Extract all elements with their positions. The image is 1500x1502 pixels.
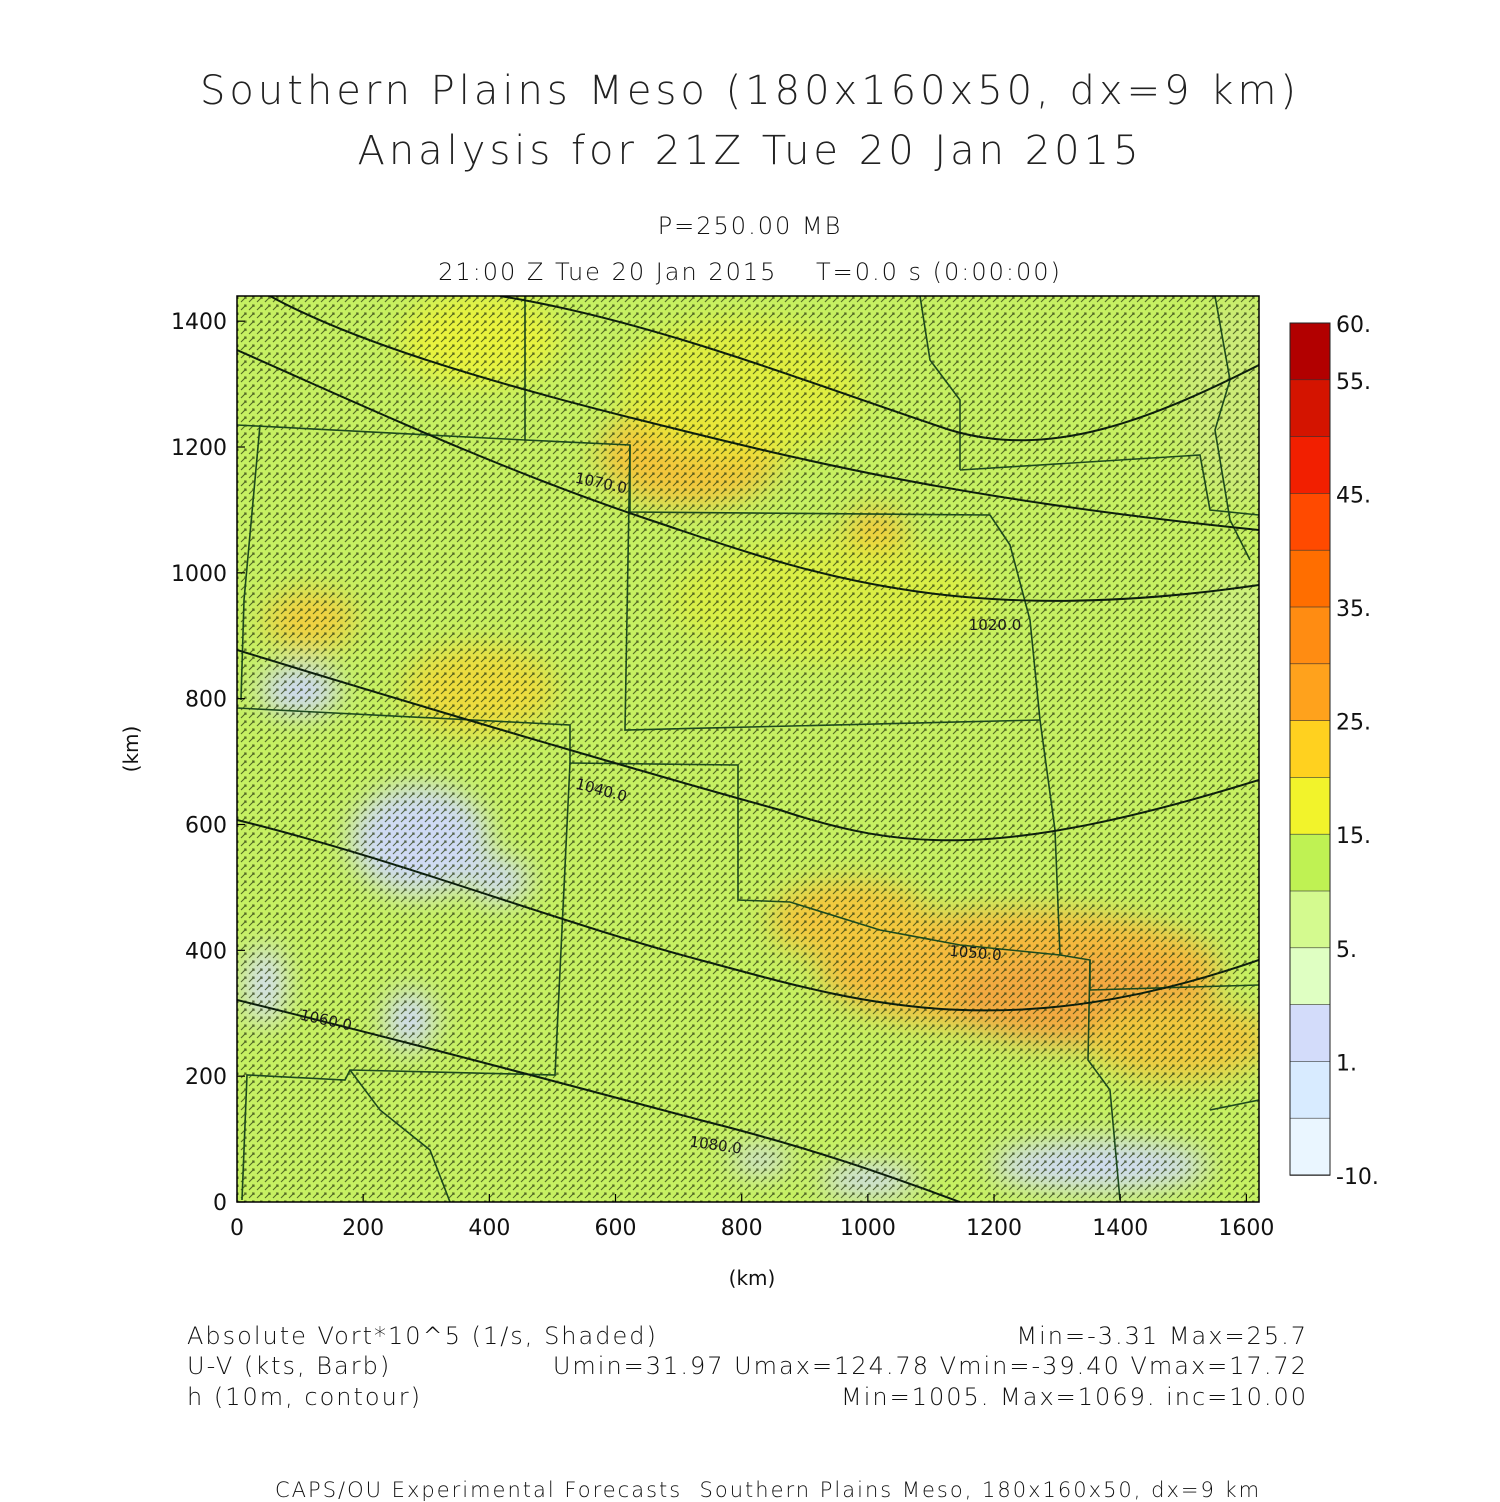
- colorbar-swatch: [1289, 947, 1331, 1006]
- colorbar-swatch: [1289, 1004, 1331, 1063]
- colorbar-swatch: [1289, 1117, 1331, 1176]
- colorbar-swatch: [1289, 890, 1331, 949]
- colorbar-label: 1.: [1336, 1051, 1357, 1076]
- x-tick-label: 1000: [840, 1216, 896, 1241]
- field-2-stats: Umin=31.97 Umax=124.78 Vmin=-39.40 Vmax=…: [552, 1352, 1308, 1380]
- colorbar-swatch: [1289, 322, 1331, 381]
- field-2-name: U-V (kts, Barb): [187, 1352, 392, 1380]
- colorbar-swatch: [1289, 833, 1331, 892]
- y-tick-label: 1400: [171, 310, 227, 335]
- colorbar-swatch: [1289, 1061, 1331, 1120]
- colorbar-label: 60.: [1336, 313, 1371, 338]
- height-contours: [237, 296, 1259, 1202]
- footer-credit: CAPS/OU Experimental Forecasts Southern …: [275, 1478, 1262, 1502]
- colorbar-swatch: [1289, 493, 1331, 551]
- x-tick-label: 800: [721, 1216, 763, 1241]
- x-tick-label: 1400: [1092, 1216, 1148, 1241]
- pressure-level: P=250.00 MB: [657, 212, 843, 240]
- y-axis-label: (km): [119, 726, 143, 773]
- title-line-1: Southern Plains Meso (180x160x50, dx=9 k…: [199, 68, 1301, 114]
- contour-label: 1020.0: [969, 616, 1022, 634]
- colorbar-label: -10.: [1336, 1165, 1379, 1190]
- y-tick-label: 0: [213, 1191, 227, 1216]
- colorbar-label: 55.: [1336, 370, 1371, 395]
- x-axis: 0 200 400 600 800 1000 1200 1400 1600: [230, 1194, 1274, 1241]
- x-tick-label: 600: [595, 1216, 637, 1241]
- x-tick-label: 0: [230, 1216, 244, 1241]
- colorbar-label: 25.: [1336, 711, 1371, 736]
- colorbar-label: 35.: [1336, 597, 1371, 622]
- colorbar-swatch: [1289, 606, 1331, 665]
- x-axis-label: (km): [729, 1266, 776, 1290]
- y-tick-label: 200: [185, 1065, 227, 1090]
- title-line-2: Analysis for 21Z Tue 20 Jan 2015: [357, 128, 1143, 174]
- colorbar-swatch: [1289, 549, 1331, 608]
- colorbar-frame: [1289, 322, 1331, 1176]
- state-borders: [237, 296, 1259, 1202]
- y-tick-label: 1000: [171, 562, 227, 587]
- x-tick-label: 400: [468, 1216, 510, 1241]
- colorbar: 60. 55. 45. 35. 25. 15. 5. 1. -10.: [1289, 313, 1379, 1190]
- field-1-name: Absolute Vort*10^5 (1/s, Shaded): [187, 1322, 658, 1350]
- x-tick-label: 1600: [1218, 1216, 1274, 1241]
- y-axis: 0 200 400 600 800 1000 1200 1400: [171, 310, 245, 1216]
- colorbar-label: 5.: [1336, 938, 1357, 963]
- colorbar-swatch: [1289, 379, 1331, 438]
- vorticity-shading: [237, 296, 1259, 1202]
- colorbar-swatch: [1289, 663, 1331, 722]
- colorbar-swatch: [1289, 436, 1331, 495]
- valid-time: 21:00 Z Tue 20 Jan 2015 T=0.0 s (0:00:00…: [438, 258, 1062, 286]
- y-tick-label: 600: [185, 814, 227, 839]
- colorbar-swatch: [1289, 777, 1331, 836]
- field-3-name: h (10m, contour): [187, 1383, 423, 1411]
- colorbar-swatch: [1289, 720, 1331, 779]
- colorbar-label: 15.: [1336, 824, 1371, 849]
- x-tick-label: 200: [342, 1216, 384, 1241]
- y-tick-label: 1200: [171, 436, 227, 461]
- field-3-stats: Min=1005. Max=1069. inc=10.00: [841, 1383, 1308, 1411]
- y-tick-label: 800: [185, 688, 227, 713]
- x-tick-label: 1200: [966, 1216, 1022, 1241]
- y-tick-label: 400: [185, 939, 227, 964]
- contour-label: 1050.0: [949, 942, 1003, 965]
- colorbar-label: 45.: [1336, 483, 1371, 508]
- plot-frame: [236, 295, 1260, 1203]
- field-1-stats: Min=-3.31 Max=25.7: [1016, 1322, 1308, 1350]
